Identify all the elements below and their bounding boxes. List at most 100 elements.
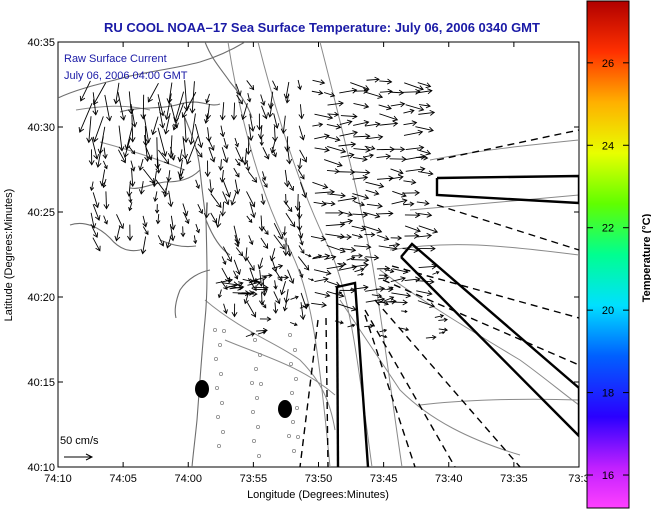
current-arrow <box>405 104 425 112</box>
current-arrow <box>247 171 258 183</box>
current-arrow <box>312 254 323 259</box>
current-arrow <box>371 293 383 299</box>
contour-speckle <box>256 453 261 458</box>
contour-speckle <box>216 443 221 448</box>
contour-speckle <box>286 433 291 438</box>
current-arrow <box>403 120 418 127</box>
x-axis: 74:10 74:05 74:00 73:55 73:50 73:45 73:40 73:35… <box>44 42 590 485</box>
current-arrow <box>166 82 173 104</box>
current-arrow <box>91 137 100 160</box>
current-arrow <box>366 202 383 209</box>
lane-boundary <box>391 265 579 319</box>
current-arrow <box>285 93 290 104</box>
scale-arrow <box>64 453 94 461</box>
current-arrow <box>280 115 287 135</box>
current-arrow <box>167 190 174 208</box>
current-arrow <box>234 137 239 148</box>
contour-speckle <box>214 385 219 390</box>
current-arrow <box>391 292 412 299</box>
current-arrow <box>297 79 302 91</box>
current-arrow <box>258 125 264 140</box>
current-arrow <box>326 245 346 254</box>
current-arrow <box>390 235 403 241</box>
current-arrow <box>93 82 107 106</box>
current-arrow <box>351 257 370 263</box>
current-arrow <box>314 133 330 140</box>
current-arrow <box>261 179 268 188</box>
current-arrow <box>129 168 136 188</box>
current-arrow <box>234 234 240 248</box>
current-arrow <box>117 149 127 164</box>
current-arrow <box>165 234 172 249</box>
current-arrow <box>78 103 93 133</box>
current-arrow <box>314 113 334 121</box>
current-arrow <box>392 268 409 275</box>
current-arrow <box>432 270 440 275</box>
current-arrow <box>259 136 264 146</box>
current-arrow <box>195 223 201 234</box>
current-arrow <box>351 233 364 239</box>
current-arrow <box>364 121 381 128</box>
current-arrow <box>376 286 394 293</box>
current-arrow <box>400 327 410 332</box>
shipping-lanes <box>299 129 579 467</box>
current-arrow <box>128 91 134 115</box>
current-arrow <box>285 202 293 213</box>
current-arrow <box>271 264 284 269</box>
contour-speckle <box>218 371 223 376</box>
current-arrow <box>416 290 433 297</box>
y-tick-label: 40:15 <box>27 377 55 389</box>
depth-contour <box>389 244 579 256</box>
current-arrow <box>418 263 437 270</box>
y-tick-label: 40:30 <box>27 122 55 134</box>
depth-contour <box>419 398 579 406</box>
y-tick-label: 40:25 <box>27 207 55 219</box>
depth-contour <box>224 339 336 396</box>
current-arrow <box>285 212 296 228</box>
current-arrow <box>282 226 287 237</box>
current-arrow <box>272 302 279 314</box>
x-tick-label: 73:40 <box>435 473 463 485</box>
current-arrow <box>357 272 365 276</box>
contour-speckle <box>255 424 260 429</box>
lane-boundary <box>299 319 319 467</box>
current-arrow <box>402 247 420 253</box>
current-arrow <box>416 245 436 252</box>
current-arrow <box>241 290 255 296</box>
current-arrow <box>235 83 242 97</box>
current-vectors <box>78 76 449 340</box>
current-arrow <box>298 245 305 254</box>
current-arrow <box>415 88 433 95</box>
current-arrow <box>351 225 367 232</box>
current-arrow <box>92 116 104 143</box>
current-arrow <box>143 114 151 144</box>
current-arrow <box>233 167 240 178</box>
current-arrow <box>299 303 310 309</box>
current-arrow <box>383 296 395 302</box>
current-arrow <box>296 201 303 220</box>
current-arrow <box>218 159 224 171</box>
current-arrow <box>352 174 369 181</box>
current-arrow <box>142 215 148 228</box>
current-arrow <box>273 113 280 129</box>
current-arrow <box>327 100 344 107</box>
current-arrow <box>257 257 264 270</box>
current-arrow <box>118 125 125 152</box>
current-arrow <box>417 82 432 89</box>
current-arrow <box>379 273 388 278</box>
current-arrow <box>352 156 368 162</box>
current-arrow <box>172 103 184 131</box>
current-arrow <box>103 191 110 210</box>
current-arrow <box>207 179 214 194</box>
current-arrow <box>237 291 258 297</box>
current-arrow <box>183 80 190 112</box>
current-arrow <box>225 281 244 289</box>
current-arrow <box>261 105 268 120</box>
current-arrow <box>126 180 133 197</box>
current-arrow <box>404 225 421 233</box>
current-arrow <box>249 201 256 219</box>
current-arrow <box>418 170 434 177</box>
current-arrow <box>223 137 229 150</box>
current-arrow <box>438 327 449 332</box>
